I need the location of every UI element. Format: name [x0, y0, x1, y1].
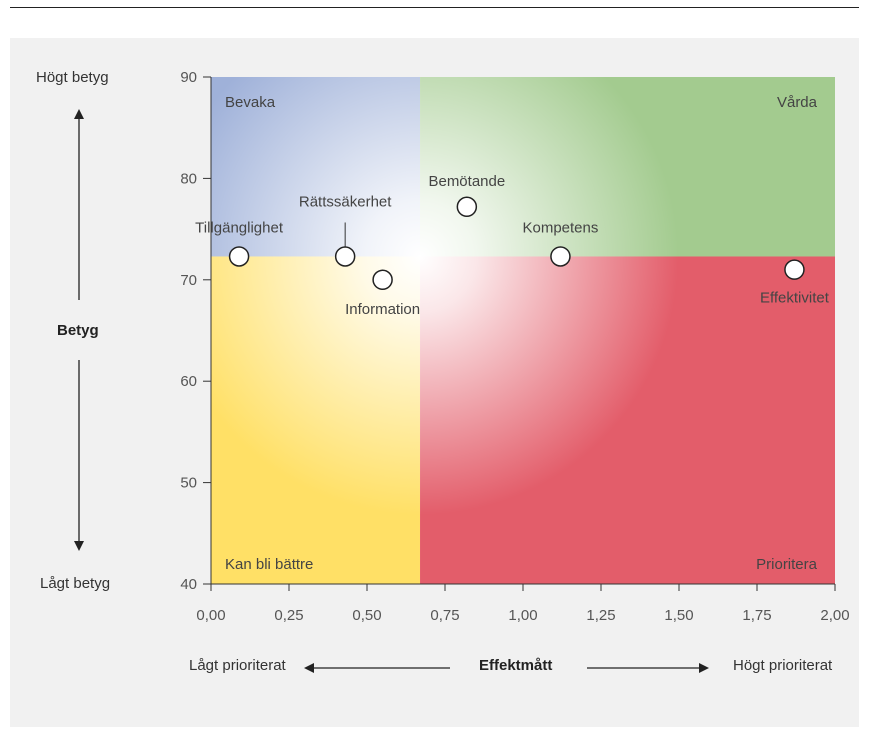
y-axis-bottom-label: Lågt betyg [40, 575, 111, 592]
y-tick-label: 60 [180, 373, 197, 390]
point-label: Tillgänglighet [195, 219, 284, 236]
data-point [228, 246, 250, 267]
x-tick-label: 2,00 [820, 607, 849, 624]
data-point [456, 196, 478, 218]
y-tick-label: 70 [180, 272, 197, 289]
x-axis-left-label: Lågt prioriterat [189, 657, 286, 674]
x-axis-title: Effektmått [479, 657, 553, 674]
y-tick-label: 40 [180, 576, 197, 593]
point-label: Bemötande [428, 173, 505, 190]
point-label: Kompetens [522, 219, 598, 236]
data-point [550, 246, 571, 267]
x-tick-label: 0,25 [274, 607, 303, 624]
x-tick-label: 1,75 [742, 607, 771, 624]
point-label: Information [345, 301, 420, 318]
y-tick-label: 80 [180, 170, 197, 187]
x-tick-label: 0,00 [196, 607, 225, 624]
point-label: Rättssäkerhet [299, 193, 392, 210]
data-point [372, 269, 393, 291]
quadrant-label-prioritera: Prioritera [756, 556, 818, 573]
y-tick-label: 90 [180, 69, 197, 86]
y-axis-title: Betyg [57, 322, 99, 339]
data-point [334, 246, 356, 267]
y-axis-top-label: Högt betyg [36, 69, 109, 86]
x-tick-label: 0,50 [352, 607, 381, 624]
x-tick-label: 1,50 [664, 607, 693, 624]
x-tick-label: 0,75 [430, 607, 459, 624]
y-tick-label: 50 [180, 475, 197, 492]
x-tick-label: 1,00 [508, 607, 537, 624]
x-tick-label: 1,25 [586, 607, 615, 624]
point-label: Effektivitet [760, 290, 830, 307]
quadrant-label-varda: Vårda [777, 94, 818, 111]
data-point [784, 259, 805, 280]
quadrant-center-glow [211, 77, 835, 584]
top-rule [10, 7, 859, 8]
quadrant-label-kan-bli-battre: Kan bli bättre [225, 556, 313, 573]
x-axis-right-label: Högt prioriterat [733, 657, 833, 674]
quadrant-label-bevaka: Bevaka [225, 94, 276, 111]
